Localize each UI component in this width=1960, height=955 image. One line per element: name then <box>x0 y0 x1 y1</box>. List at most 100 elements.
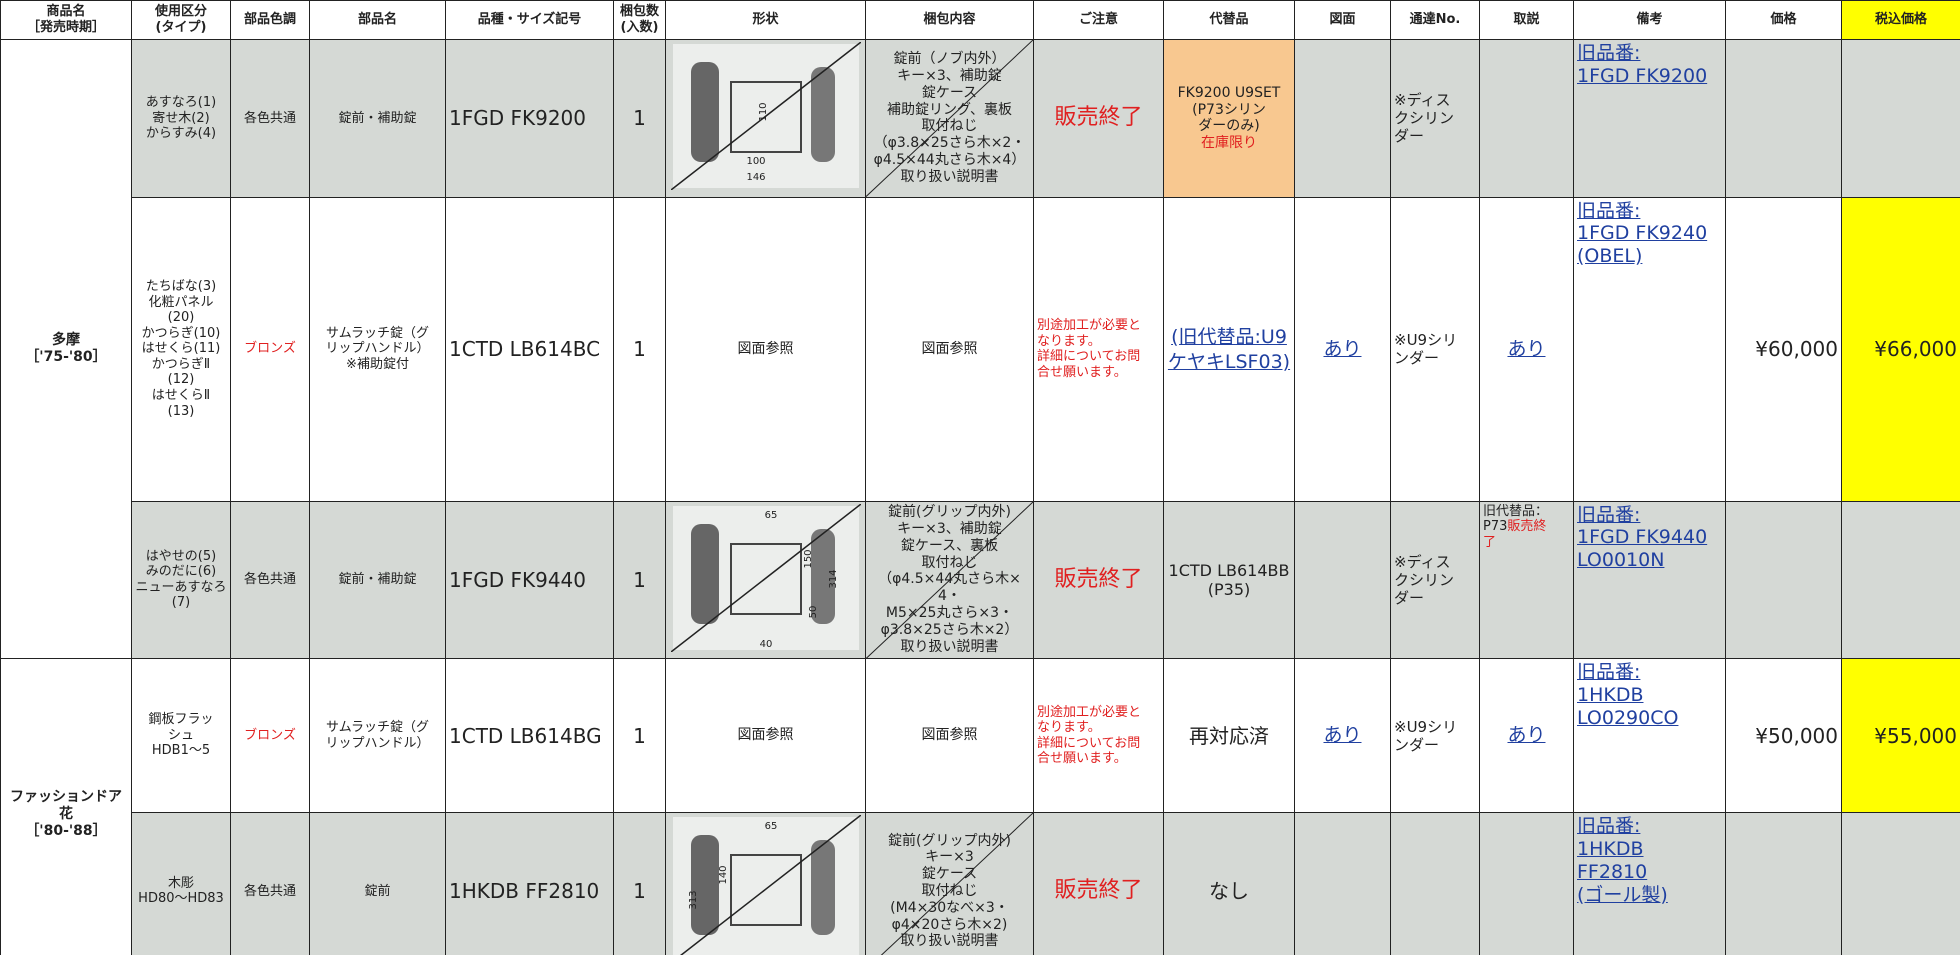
cell: 錠前・補助錠 <box>309 39 446 198</box>
figure-dim: 65 <box>764 510 777 521</box>
cell: ※U9シリ ンダー <box>1390 196 1480 502</box>
cell-text: たちばな(3) 化粧パネル (20) かつらぎ(10) はせくら(11) かつら… <box>141 278 221 419</box>
cell-text: はやせの(5) みのだに(6) ニューあすなろ (7) <box>135 548 227 611</box>
cell <box>1294 39 1391 198</box>
cell: 65 140 313 <box>665 812 866 955</box>
cell-text: FK9200 U9SET (P73シリン ダーのみ) <box>1177 84 1281 135</box>
cell: 1 <box>613 500 666 660</box>
cell-text: 1 <box>633 106 646 131</box>
cell-text: (旧代替品:U9 ケヤキLSF03) <box>1167 326 1291 374</box>
strike-line <box>670 503 861 653</box>
cell-text: 1 <box>633 723 646 748</box>
cell <box>1479 812 1574 955</box>
cell-text: 各色共通 <box>243 572 296 588</box>
cell-text: 図面参照 <box>921 727 978 744</box>
cell: 再対応済 <box>1163 658 1295 814</box>
header-cell: 形状 <box>665 0 866 40</box>
cell: ブロンズ <box>230 658 310 814</box>
cell-text: 販売終 了 <box>1483 519 1547 550</box>
cell: あり <box>1294 658 1391 814</box>
cell: あり <box>1294 196 1391 502</box>
header-cell: 価格 <box>1725 0 1842 40</box>
lock-body <box>729 854 802 927</box>
header-cell: 商品名 ［発売時期］ <box>0 0 132 40</box>
header-cell: 通達No. <box>1390 0 1480 40</box>
cell: 別途加工が必要と なります。 詳細についてお問 合せ願います。 <box>1033 658 1164 814</box>
cell: 販売終了 <box>1033 500 1164 660</box>
cell-text: サムラッチ錠（グ リップハンドル） ※補助錠付 <box>325 325 430 372</box>
cell: 1CTD LB614BG <box>445 658 614 814</box>
cell: ¥50,000 <box>1725 658 1842 814</box>
cell-text: 再対応済 <box>1189 723 1269 748</box>
cell <box>1725 500 1842 660</box>
cell <box>1294 500 1391 660</box>
shape-figure: 65 140 313 <box>672 814 861 955</box>
figure-dim: 65 <box>764 821 777 832</box>
product-name: 多摩 ［'75-'80］ <box>0 38 132 660</box>
cell: 1 <box>613 196 666 502</box>
cell <box>1841 812 1960 955</box>
cell: サムラッチ錠（グ リップハンドル） <box>309 658 446 814</box>
cell-text: ¥55,000 <box>1874 723 1957 748</box>
cell: 旧品番: 1FGD FK9240 (OBEL) <box>1573 196 1726 502</box>
cell-text: 錠前・補助錠 <box>338 572 417 588</box>
cell: 1CTD LB614BC <box>445 196 614 502</box>
cell: ¥66,000 <box>1841 196 1960 502</box>
cell-text: 錠前・補助錠 <box>338 110 417 126</box>
cell-text: 在庫限り <box>1201 135 1257 152</box>
shape-figure: 65 150 314 50 40 <box>670 503 861 653</box>
table-row: はやせの(5) みのだに(6) ニューあすなろ (7) 各色共通 錠前・補助錠 1FG… <box>1 500 1960 660</box>
handle <box>690 835 719 936</box>
cell-text: ブロンズ <box>244 341 296 357</box>
cell: 図面参照 <box>865 196 1034 502</box>
figure-dim: 313 <box>688 891 699 910</box>
cell-text: 木彫 HD80～HD83 <box>138 875 224 907</box>
cell: 錠前・補助錠 <box>309 500 446 660</box>
cell-text: 1 <box>633 879 646 904</box>
header-cell: 代替品 <box>1163 0 1295 40</box>
cell-text: 鋼板フラッ シュ HDB1～5 <box>148 712 214 759</box>
cell-text: ¥50,000 <box>1755 723 1838 748</box>
header-row: 商品名 ［発売時期］ 使用区分 (タイプ) 部品色調 部品名 品種・サイズ記号 梱包数 (… <box>0 0 1960 40</box>
cell-text: サムラッチ錠（グ リップハンドル） <box>325 720 430 751</box>
lock-body <box>729 81 802 153</box>
header-cell: 使用区分 (タイプ) <box>131 0 231 40</box>
figure-dim: 150 <box>803 549 814 568</box>
cell: 販売終了 <box>1033 39 1164 198</box>
cell: 110 100 146 <box>665 39 866 198</box>
cell: 1 <box>613 658 666 814</box>
cell-text: あり <box>1507 337 1546 360</box>
cell-text: ※ディス クシリン ダー <box>1394 552 1455 607</box>
cell <box>1725 39 1842 198</box>
cell: はやせの(5) みのだに(6) ニューあすなろ (7) <box>131 500 231 660</box>
table-row: 多摩 ［'75-'80］ あすなろ(1) 寄せ木(2) からすみ(4) 各色共通 錠前… <box>0 38 1960 660</box>
cell-text: 図面参照 <box>737 340 794 357</box>
cell: 1CTD LB614BB (P35) <box>1163 500 1295 660</box>
cell: 錠前（ノブ内外） キー×3、補助錠 錠ケース 補助錠リング、裏板 取付ねじ （φ… <box>865 39 1034 198</box>
header-cell: 備考 <box>1573 0 1726 40</box>
cell: ※U9シリ ンダー <box>1390 658 1480 814</box>
cell-text: 1HKDB FF2810 <box>449 879 600 904</box>
cell-text: 1CTD LB614BC <box>449 337 601 362</box>
shape-figure: 110 100 146 <box>670 41 861 191</box>
cell: ブロンズ <box>230 196 310 502</box>
cell-text: 錠前(グリップ内外) キー×3、補助錠 錠ケース、裏板 取付ねじ （φ4.5×4… <box>878 504 1021 655</box>
cell: なし <box>1163 812 1295 955</box>
cell: 図面参照 <box>865 658 1034 814</box>
cell-text: 図面参照 <box>737 727 794 744</box>
cell: 1FGD FK9200 <box>445 39 614 198</box>
cell: あり <box>1479 658 1574 814</box>
cell-text: 1 <box>633 337 646 362</box>
cell-text: 各色共通 <box>243 883 296 899</box>
header-cell: 部品名 <box>309 0 446 40</box>
cell: 1HKDB FF2810 <box>445 812 614 955</box>
cell-text: 1CTD LB614BG <box>449 723 602 748</box>
strike-line <box>670 41 861 191</box>
header-cell: 品種・サイズ記号 <box>445 0 614 40</box>
figure-dim: 140 <box>718 866 729 885</box>
cell: あり <box>1479 196 1574 502</box>
cell: 錠前(グリップ内外) キー×3、補助錠 錠ケース、裏板 取付ねじ （φ4.5×4… <box>865 500 1034 660</box>
cell <box>1841 39 1960 198</box>
figure-dim: 100 <box>746 156 765 167</box>
